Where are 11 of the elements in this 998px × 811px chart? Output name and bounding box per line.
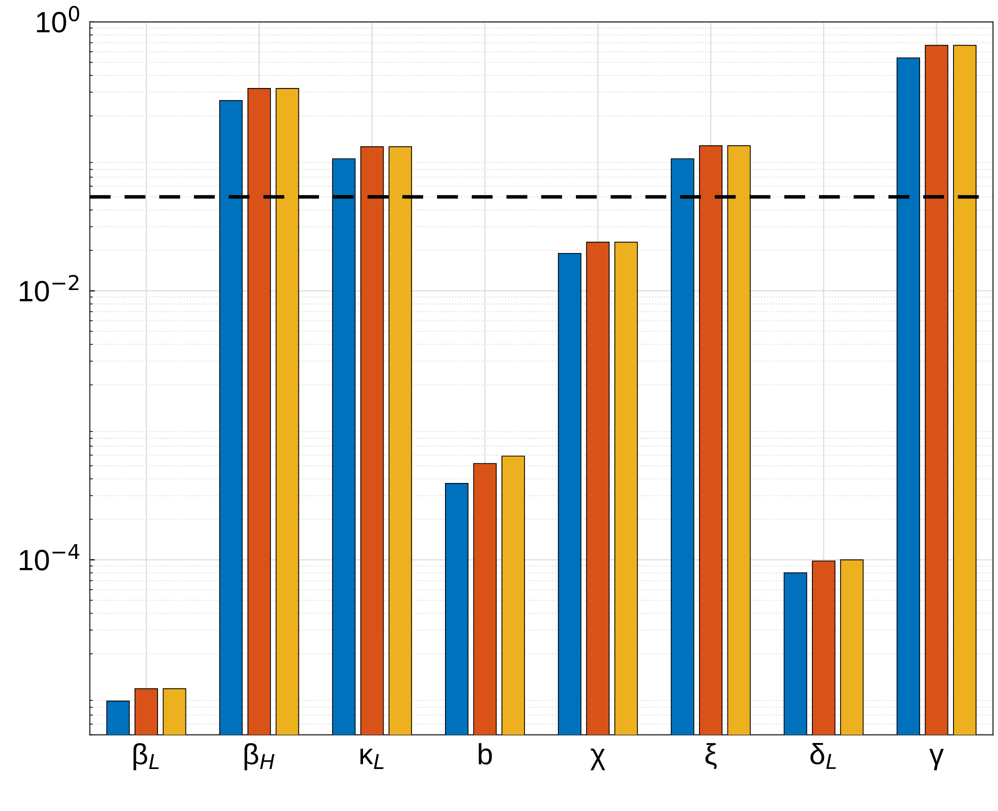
x-tick-label: β$_{H}$ xyxy=(244,743,274,770)
y-tick-label: 10$^{−2}$ xyxy=(20,274,78,302)
x-tick-label: γ xyxy=(929,748,944,770)
x-tick-label: β$_{L}$ xyxy=(134,743,159,770)
x-tick-label: b xyxy=(478,743,492,765)
y-tick-label: 10$^{0}$ xyxy=(37,6,80,33)
y-tick-label: 10$^{−4}$ xyxy=(20,544,80,570)
x-tick-label: δ$_{L}$ xyxy=(810,742,836,769)
x-tick-label: ξ xyxy=(705,743,717,770)
x-tick-label: κ$_{L}$ xyxy=(360,748,384,769)
x-tick-label: χ xyxy=(590,748,606,770)
